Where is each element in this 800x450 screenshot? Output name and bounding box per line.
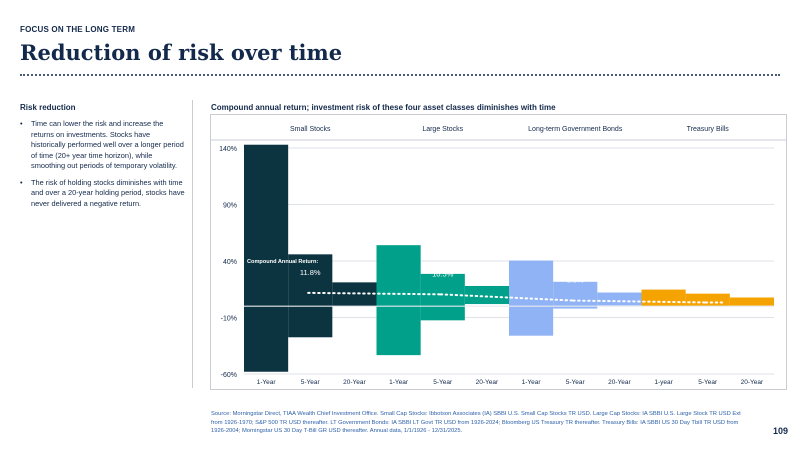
bullet-list: Time can lower the risk and increase the… [20,119,186,215]
range-bar [597,292,642,306]
x-tick-label: 20-Year [741,379,764,386]
x-tick-label: 20-Year [608,379,631,386]
range-bar [729,297,774,306]
cagr-annotation: Compound Annual Return: [247,259,318,265]
x-tick-label: 20-Year [476,379,499,386]
chart-heading: Compound annual return; investment risk … [211,103,556,112]
x-tick-label: 5-Year [301,379,321,386]
page-title: Reduction of risk over time [20,40,343,65]
risk-chart: -60% -10% 40% 90% 140% Small Stocks 1-Year 5-Ye… [210,114,787,390]
cagr-value-label: 5.0% [567,276,584,285]
cagr-line [572,299,707,304]
bullet-item: Time can lower the risk and increase the… [20,119,186,172]
group-label: Large Stocks [422,126,463,133]
x-tick-label: 1-Year [257,379,277,386]
cagr-line [307,291,442,296]
range-bar [244,144,289,372]
range-bar [464,285,509,305]
range-bar [420,273,465,321]
chart-border [210,114,787,390]
source-note: Source: Morningstar Direct, TIAA Wealth … [211,411,741,435]
cagr-value-label: 3.3% [699,277,716,286]
chart-container: -60% -10% 40% 90% 140% Small Stocks 1-Year 5-Ye… [210,114,787,390]
bullet-item: The risk of holding stocks diminishes wi… [20,178,186,210]
group-label: Treasury Bills [687,126,730,133]
range-bar [376,245,421,356]
x-tick-label: 5-Year [433,379,453,386]
eyebrow-label: FOCUS ON THE LONG TERM [20,25,136,34]
group-label: Small Stocks [290,126,331,133]
y-tick-label: -10% [221,316,237,323]
range-bar [553,281,598,309]
y-tick-label: 90% [223,203,237,210]
x-tick-label: 5-Year [566,379,586,386]
y-tick-label: -60% [221,372,237,379]
range-bar [288,254,333,338]
range-bar [685,293,730,307]
x-tick-label: 1-Year [522,379,542,386]
y-tick-label: 40% [223,259,237,266]
sidebar-heading: Risk reduction [20,103,76,112]
cagr-value-label: 10.5% [432,269,454,278]
x-tick-label: 1-Year [389,379,409,386]
cagr-value-label: 11.8% [300,268,321,277]
x-tick-label: 20-Year [343,379,366,386]
vertical-divider [192,100,193,388]
group-label: Long-term Government Bonds [528,126,623,133]
cagr-line [439,293,575,302]
page-number: 109 [773,426,789,436]
y-tick-label: 140% [219,146,237,153]
x-tick-label: 1-year [654,379,673,386]
title-divider [20,74,780,76]
x-tick-label: 5-Year [698,379,718,386]
range-bar [641,289,686,307]
